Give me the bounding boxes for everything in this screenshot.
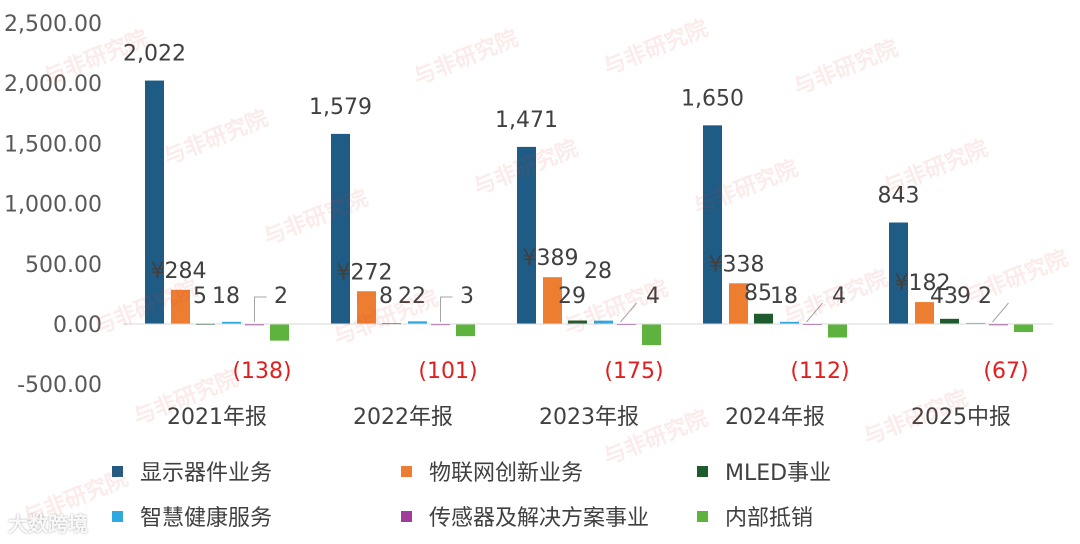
bar: [642, 324, 661, 346]
y-tick-label: 500.00: [25, 253, 102, 278]
bars-group: [145, 80, 1033, 346]
bar: [222, 321, 241, 324]
data-label: (101): [418, 359, 477, 384]
data-label: 1,471: [495, 108, 558, 133]
legend-label: 物联网创新业务: [429, 461, 583, 486]
leader-line: [254, 296, 267, 322]
bar: [517, 146, 536, 324]
bar: [754, 313, 773, 324]
bar: [145, 80, 164, 324]
data-label: (138): [232, 359, 291, 384]
y-tick-label: 1,500.00: [4, 132, 102, 157]
data-label: 4: [832, 284, 846, 309]
legend-label: 传感器及解决方案事业: [429, 506, 649, 531]
data-label: ¥284: [151, 259, 207, 284]
legend-label: 内部抵销: [725, 506, 813, 531]
bar: [889, 222, 908, 324]
data-label: 2: [274, 284, 288, 309]
data-label: 22: [398, 284, 426, 309]
legend-swatch: [401, 466, 412, 477]
leader-line: [440, 296, 453, 322]
data-label: ¥182: [895, 271, 951, 296]
data-label: ¥272: [337, 260, 393, 285]
leader-line: [620, 302, 637, 323]
y-tick-label: -500.00: [17, 373, 102, 398]
data-label: (175): [604, 359, 663, 384]
legend-swatch: [112, 511, 123, 522]
legend-label: 智慧健康服务: [140, 506, 272, 531]
leader-line: [806, 302, 823, 323]
brand-watermark: 大数跨境: [8, 512, 88, 536]
data-label: 18: [212, 284, 240, 309]
data-label: 2,022: [123, 42, 186, 67]
legend-swatch: [697, 466, 708, 477]
x-tick-label: 2021年报: [167, 405, 267, 430]
bar: [780, 321, 799, 324]
bar: [331, 133, 350, 324]
data-label: ¥338: [709, 252, 765, 277]
y-tick-label: 0.00: [53, 313, 102, 338]
bar: [940, 318, 959, 324]
legend-label: MLED事业: [725, 461, 831, 486]
bar: [543, 277, 562, 324]
bar: [171, 289, 190, 324]
x-tick-label: 2023年报: [539, 405, 639, 430]
bar: [828, 324, 847, 338]
data-label: 3: [460, 284, 474, 309]
x-axis: 2021年报 2022年报 2023年报 2024年报 2025中报: [123, 323, 1053, 430]
y-tick-label: 1,000.00: [4, 193, 102, 218]
data-label: ¥389: [523, 246, 579, 271]
bar: [408, 321, 427, 324]
legend-swatch: [401, 511, 412, 522]
data-label: (67): [983, 359, 1028, 384]
data-label: 1,650: [681, 86, 744, 111]
data-label: 28: [584, 259, 612, 284]
data-label: 43: [930, 284, 958, 309]
bar: [357, 291, 376, 324]
data-label: 9: [957, 284, 971, 309]
data-label: 18: [770, 284, 798, 309]
data-label: 8: [379, 284, 393, 309]
x-tick-label: 2022年报: [353, 405, 453, 430]
bar: [456, 324, 475, 337]
data-label: 4: [646, 284, 660, 309]
leader-line: [992, 302, 1009, 323]
bar: [729, 283, 748, 324]
data-label: 843: [878, 184, 920, 209]
bar: [989, 323, 1008, 326]
bar: [915, 302, 934, 324]
x-tick-label: 2025中报: [911, 405, 1011, 430]
data-label: 2: [978, 284, 992, 309]
x-tick-label: 2024年报: [725, 405, 825, 430]
legend-label: 显示器件业务: [140, 461, 272, 486]
bar: [594, 320, 613, 324]
y-tick-label: 2,500.00: [4, 12, 102, 37]
data-label: 85: [744, 281, 772, 306]
bar: [568, 320, 587, 324]
data-label: 1,579: [309, 95, 372, 120]
legend-swatch: [112, 466, 123, 477]
data-label: (112): [790, 359, 849, 384]
bar: [1014, 324, 1033, 333]
y-tick-label: 2,000.00: [4, 72, 102, 97]
legend-swatch: [697, 511, 708, 522]
data-label: 5: [193, 284, 207, 309]
y-axis: 2,500.00 2,000.00 1,500.00 1,000.00 500.00 0.…: [4, 12, 102, 398]
bar: [270, 324, 289, 341]
data-label: 29: [558, 284, 586, 309]
bar: [245, 323, 264, 326]
bar: [703, 125, 722, 324]
